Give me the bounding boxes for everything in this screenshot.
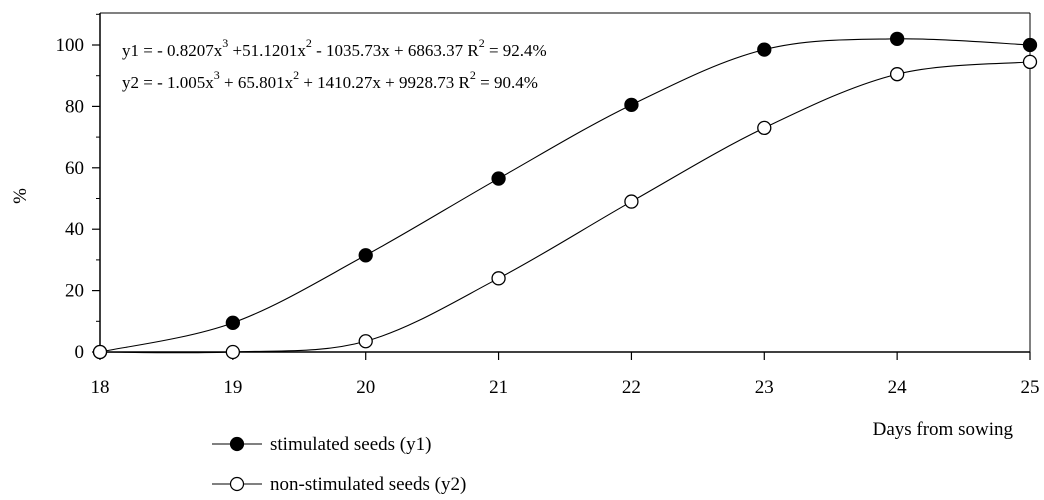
equation-y2-exp-2: 2 <box>293 68 299 82</box>
stimulated-data-point <box>624 97 639 113</box>
stimulated-data-point <box>757 42 772 57</box>
x-tick-label: 19 <box>223 377 242 398</box>
equation-y2-part: + 65.801x <box>220 73 294 92</box>
equation-y2-part: + 1410.27x + 9928.73 R <box>299 73 470 92</box>
x-tick-label: 24 <box>888 377 908 398</box>
x-tick-label: 20 <box>356 377 375 398</box>
y-tick-label: 60 <box>65 158 84 179</box>
stimulated-data-point <box>225 315 241 330</box>
x-tick-label: 25 <box>1021 377 1040 398</box>
legend: stimulated seeds (y1) non-stimulated see… <box>212 434 466 495</box>
x-tick-label: 21 <box>489 377 508 398</box>
fit-curve-stimulated <box>99 38 1031 353</box>
y-tick-label: 40 <box>65 219 84 240</box>
x-tick-label: 22 <box>622 377 641 398</box>
x-tick-label: 23 <box>755 377 774 398</box>
y-tick-label: 100 <box>56 35 85 56</box>
y-tick-label: 20 <box>65 281 84 302</box>
legend-item-stimulated: stimulated seeds (y1) <box>212 434 431 455</box>
equation-y1: y1 = - 0.8207x3 +51.1201x2 - 1035.73x + … <box>122 36 547 60</box>
equation-y2-r2: = 90.4% <box>476 73 538 92</box>
non-stimulated-data-point <box>225 344 241 360</box>
equation-y2-r2-exp: 2 <box>470 68 476 82</box>
non-stimulated-data-point <box>889 67 905 82</box>
equation-y1-r2-exp: 2 <box>479 36 485 50</box>
fit-curve-non-stimulated <box>99 61 1031 354</box>
x-tick-label: 18 <box>91 377 110 398</box>
stimulated-data-point <box>491 171 506 186</box>
legend-label-stimulated: stimulated seeds (y1) <box>270 434 431 455</box>
equation-y2-part: y2 = - 1.005x <box>122 73 214 92</box>
non-stimulated-data-point <box>757 120 772 136</box>
data-points <box>92 31 1038 360</box>
equation-y1-exp-2: 2 <box>306 36 312 50</box>
stimulated-data-point <box>1022 37 1038 53</box>
non-stimulated-data-point <box>491 271 506 286</box>
stimulated-data-point <box>358 248 373 263</box>
equation-y2: y2 = - 1.005x3 + 65.801x2 + 1410.27x + 9… <box>122 68 538 92</box>
y-tick-label: 0 <box>75 342 85 363</box>
non-stimulated-data-point <box>1022 54 1038 70</box>
legend-marker-filled-circle <box>229 436 245 452</box>
y-axis-ticks: 0 20 40 60 80 100 <box>56 13 100 363</box>
non-stimulated-data-point <box>92 344 108 360</box>
equation-y2-exp-3: 3 <box>214 68 220 82</box>
equation-y1-exp-3: 3 <box>222 36 228 50</box>
equation-y1-part: - 1035.73x + 6863.37 R <box>312 41 479 60</box>
equation-y1-part: +51.1201x <box>228 41 306 60</box>
y-tick-label: 80 <box>65 96 84 117</box>
x-axis-title: Days from sowing <box>873 419 1014 440</box>
equation-y1-r2: = 92.4% <box>485 41 547 60</box>
fitted-curves <box>99 38 1031 354</box>
y-axis-title: % <box>10 188 31 204</box>
legend-marker-open-circle <box>229 476 245 492</box>
legend-item-non-stimulated: non-stimulated seeds (y2) <box>212 474 466 495</box>
x-axis-ticks: 18 19 20 21 22 23 24 25 <box>91 352 1040 398</box>
stimulated-data-point <box>889 31 905 47</box>
legend-label-non-stimulated: non-stimulated seeds (y2) <box>270 474 466 495</box>
equation-y1-part: y1 = - 0.8207x <box>122 41 223 60</box>
non-stimulated-data-point <box>624 194 639 209</box>
non-stimulated-data-point <box>358 334 373 349</box>
